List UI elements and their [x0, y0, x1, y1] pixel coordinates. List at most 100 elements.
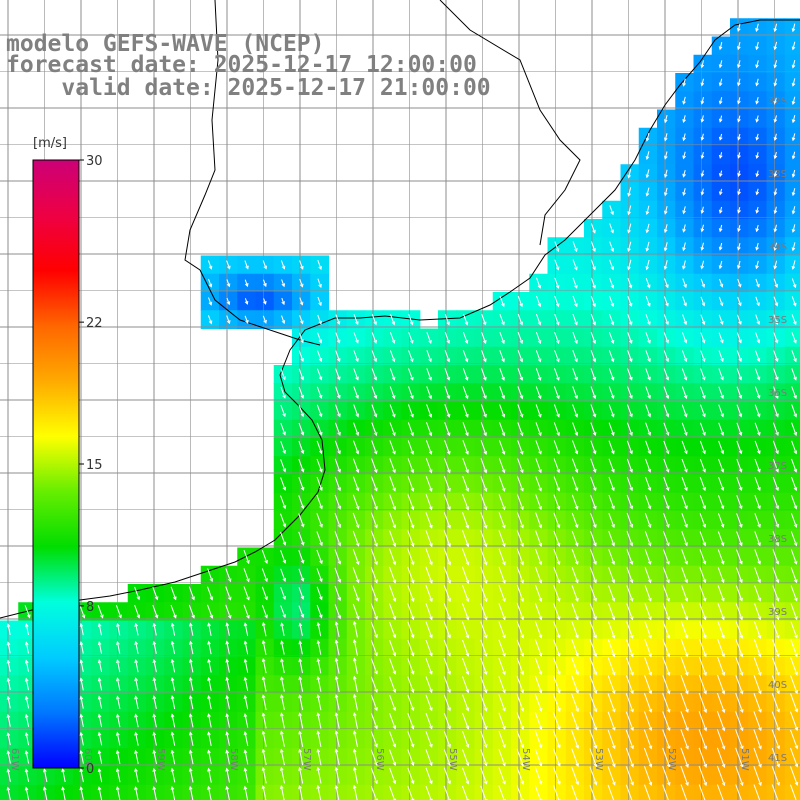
- wind-arrow-head: [682, 210, 686, 215]
- wind-arrow-head: [592, 413, 597, 418]
- wind-arrow: [699, 567, 706, 583]
- wind-arrow: [792, 151, 796, 159]
- wind-arrow: [444, 314, 450, 325]
- wind-arrow-head: [665, 487, 670, 492]
- wind-speed-cell: [784, 292, 800, 311]
- wind-arrow-head: [409, 321, 414, 326]
- wind-arrow: [443, 512, 451, 529]
- wind-arrow: [534, 675, 542, 693]
- wind-arrow-head: [392, 543, 397, 548]
- wind-arrow: [553, 458, 560, 473]
- wind-arrow-head: [152, 713, 157, 718]
- wind-arrow-head: [684, 634, 689, 639]
- wind-arrow-head: [227, 614, 232, 619]
- wind-arrow-head: [170, 622, 175, 627]
- wind-arrow: [534, 712, 542, 730]
- wind-arrow: [480, 749, 488, 766]
- wind-arrow-head: [152, 640, 157, 645]
- wind-arrow-head: [225, 694, 230, 700]
- wind-arrow: [298, 587, 304, 600]
- wind-arrow: [317, 260, 322, 270]
- wind-arrow-head: [170, 695, 175, 700]
- wind-arrow: [754, 567, 761, 583]
- wind-arrow: [370, 640, 378, 656]
- wind-arrow-head: [647, 560, 652, 565]
- wind-arrow: [316, 604, 323, 618]
- wind-arrow-head: [318, 266, 322, 270]
- wind-arrow: [280, 477, 286, 491]
- wind-arrow: [370, 749, 378, 766]
- wind-arrow-head: [648, 653, 652, 658]
- wind-arrow-head: [352, 730, 357, 735]
- wind-arrow-head: [721, 672, 726, 677]
- wind-arrow-head: [79, 786, 84, 791]
- wind-arrow-head: [592, 284, 596, 289]
- wind-arrow-head: [282, 413, 286, 418]
- wind-speed-cell: [328, 784, 348, 800]
- wind-arrow-head: [465, 561, 470, 566]
- wind-arrow: [353, 785, 358, 800]
- wind-arrow: [625, 657, 634, 676]
- wind-arrow: [480, 785, 487, 800]
- wind-arrow-head: [593, 671, 598, 676]
- wind-arrow-head: [501, 487, 506, 492]
- wind-arrow-head: [755, 228, 759, 233]
- wind-arrow-head: [664, 137, 668, 142]
- wind-arrow-head: [207, 695, 211, 700]
- wind-arrow-head: [300, 577, 305, 582]
- wind-speed-cell: [784, 638, 800, 658]
- wind-arrow-head: [739, 653, 744, 658]
- wind-arrow: [334, 604, 341, 619]
- wind-arrow-head: [300, 523, 305, 528]
- wind-arrow: [736, 404, 742, 417]
- wind-arrow: [553, 621, 561, 638]
- wind-arrow: [262, 749, 267, 766]
- wind-arrow: [298, 477, 304, 491]
- wind-arrow-head: [115, 749, 120, 754]
- wind-arrow: [335, 332, 340, 343]
- wind-arrow: [553, 694, 561, 712]
- wind-arrow-head: [209, 614, 214, 619]
- wind-arrow: [571, 766, 579, 785]
- wind-arrow-head: [682, 100, 686, 105]
- longitude-label: 60W: [82, 748, 93, 771]
- wind-arrow-head: [776, 671, 780, 676]
- wind-arrow-head: [261, 748, 266, 753]
- wind-speed-field: [0, 18, 800, 800]
- wind-speed-cell: [784, 54, 800, 74]
- wind-arrow: [774, 260, 778, 269]
- wind-arrow: [25, 751, 30, 764]
- wind-arrow-head: [793, 432, 798, 437]
- wind-arrow: [407, 694, 414, 711]
- wind-arrow: [790, 513, 797, 528]
- wind-arrow: [480, 694, 487, 711]
- wind-arrow-head: [465, 598, 470, 603]
- wind-arrow: [664, 169, 668, 178]
- wind-arrow: [116, 678, 121, 691]
- wind-arrow: [226, 641, 230, 655]
- wind-arrow-head: [464, 395, 469, 400]
- wind-arrow-head: [134, 713, 138, 718]
- wind-arrow-head: [519, 413, 524, 418]
- wind-arrow-head: [355, 615, 360, 620]
- wind-arrow: [698, 765, 707, 786]
- wind-arrow: [444, 350, 450, 362]
- wind-arrow-head: [264, 578, 268, 583]
- wind-arrow-head: [592, 376, 597, 381]
- wind-arrow-head: [225, 767, 229, 772]
- wind-arrow: [700, 278, 705, 288]
- wind-arrow: [80, 750, 84, 764]
- wind-arrow-head: [627, 192, 631, 197]
- wind-arrow-head: [42, 786, 47, 791]
- wind-arrow: [481, 368, 487, 381]
- wind-arrow-head: [611, 505, 615, 510]
- wind-arrow-head: [776, 727, 780, 732]
- wind-arrow: [662, 784, 669, 800]
- wind-arrow: [153, 641, 157, 654]
- wind-arrow: [790, 549, 797, 564]
- wind-arrow: [207, 260, 212, 269]
- wind-arrow: [244, 768, 249, 783]
- wind-arrow-head: [663, 192, 668, 197]
- wind-arrow-head: [700, 82, 705, 87]
- wind-arrow-head: [645, 247, 650, 252]
